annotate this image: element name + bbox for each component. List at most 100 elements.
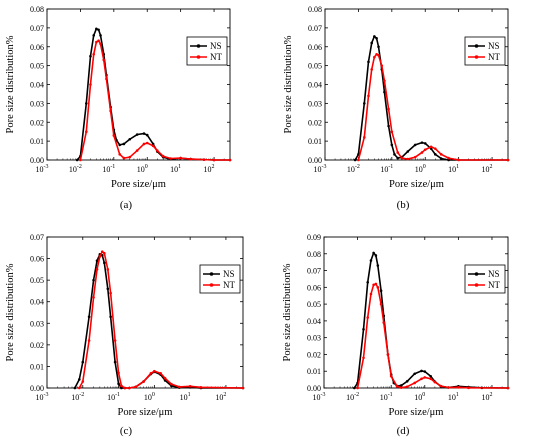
data-point — [118, 143, 122, 147]
data-point — [376, 286, 380, 289]
x-tick-label: 10-1 — [380, 392, 393, 402]
data-point — [363, 136, 366, 139]
data-point — [413, 155, 417, 159]
y-tick-label: 0.00 — [308, 156, 322, 165]
data-point — [386, 353, 390, 356]
legend-marker — [474, 44, 479, 48]
y-tick-label: 0.05 — [308, 62, 322, 71]
y-axis-title: Pore size distribution% — [5, 35, 16, 133]
data-point — [439, 153, 443, 156]
x-tick-exponent: -3 — [322, 164, 327, 170]
data-point — [92, 278, 95, 282]
y-tick-label: 0.05 — [30, 62, 44, 71]
x-tick-exponent: -2 — [79, 392, 84, 398]
x-tick-exponent: 0 — [145, 164, 148, 170]
data-point — [109, 315, 112, 319]
x-tick-exponent: 0 — [152, 392, 155, 398]
y-tick-label: 0.07 — [308, 24, 322, 33]
data-point — [375, 53, 378, 56]
data-point — [506, 386, 510, 390]
data-point — [99, 34, 102, 37]
legend-label: NT — [223, 280, 235, 290]
data-point — [81, 360, 85, 364]
data-point — [372, 283, 375, 287]
data-point — [420, 151, 424, 154]
y-tick-label: 0.06 — [30, 255, 44, 264]
data-point — [109, 291, 112, 295]
data-point — [151, 144, 155, 148]
data-point — [423, 148, 427, 151]
y-tick-label: 0.08 — [308, 5, 322, 14]
x-tick-exponent: -2 — [77, 164, 82, 170]
data-point — [99, 42, 102, 46]
data-point — [370, 41, 374, 45]
data-point — [506, 158, 510, 162]
y-tick-label: 0.02 — [307, 350, 321, 359]
y-axis-title: Pore size distribution% — [282, 263, 293, 361]
data-point — [357, 158, 360, 162]
y-tick-label: 0.07 — [30, 24, 44, 33]
data-point — [128, 137, 132, 141]
y-axis-title: Pore size distribution% — [283, 35, 294, 133]
x-tick-exponent: -1 — [115, 392, 120, 398]
y-tick-label: 0.08 — [307, 250, 321, 259]
plot-frame — [324, 8, 509, 161]
series-line — [78, 250, 244, 389]
data-point — [135, 149, 139, 152]
x-tick-label: 10-2 — [69, 164, 82, 174]
data-point — [106, 268, 110, 271]
data-point — [383, 90, 386, 94]
data-point — [151, 142, 155, 146]
x-tick-label: 10-3 — [314, 164, 327, 174]
data-point — [78, 378, 81, 381]
x-tick-label: 102 — [482, 164, 493, 174]
x-tick-exponent: -3 — [321, 392, 326, 398]
series-ns — [353, 35, 510, 162]
data-point — [363, 102, 366, 105]
data-point — [420, 377, 423, 381]
data-point — [429, 374, 433, 378]
legend-label: NS — [210, 41, 222, 51]
data-point — [366, 316, 370, 319]
data-point — [112, 134, 116, 137]
x-tick-exponent: 0 — [423, 164, 426, 170]
legend-label: NT — [210, 52, 222, 62]
legend-marker — [474, 55, 479, 59]
data-point — [423, 370, 427, 373]
y-tick-label: 0.02 — [308, 118, 322, 127]
y-tick-label: 0.03 — [307, 334, 321, 343]
x-tick-label: 10-1 — [380, 164, 393, 174]
legend-box — [186, 36, 228, 66]
data-point — [405, 379, 409, 383]
x-tick-label: 101 — [180, 392, 191, 402]
x-tick-label: 10-1 — [102, 164, 115, 174]
data-point — [369, 292, 373, 296]
y-tick-label: 0.01 — [30, 137, 44, 146]
x-axis-title: Pore size/μm — [389, 179, 444, 190]
y-tick-label: 0.02 — [30, 341, 44, 350]
data-point — [457, 158, 460, 162]
x-tick-label: 101 — [448, 392, 459, 402]
y-tick-label: 0.04 — [307, 317, 321, 326]
x-tick-exponent: 1 — [456, 392, 459, 398]
data-point — [161, 154, 165, 158]
data-point — [400, 386, 403, 389]
x-axis-title: Pore size/μm — [118, 407, 173, 418]
data-point — [100, 250, 104, 253]
data-point — [375, 36, 378, 40]
data-point — [103, 251, 106, 255]
data-point — [142, 142, 146, 146]
x-tick-exponent: -1 — [388, 164, 393, 170]
legend-marker — [196, 55, 201, 59]
data-point — [120, 384, 123, 388]
data-point — [199, 386, 203, 389]
data-point — [95, 268, 99, 271]
legend-label: NS — [488, 41, 500, 51]
x-tick-label: 100 — [414, 392, 425, 402]
data-point — [390, 130, 394, 133]
data-point — [379, 289, 383, 292]
data-point — [178, 385, 181, 389]
data-point — [145, 133, 149, 137]
